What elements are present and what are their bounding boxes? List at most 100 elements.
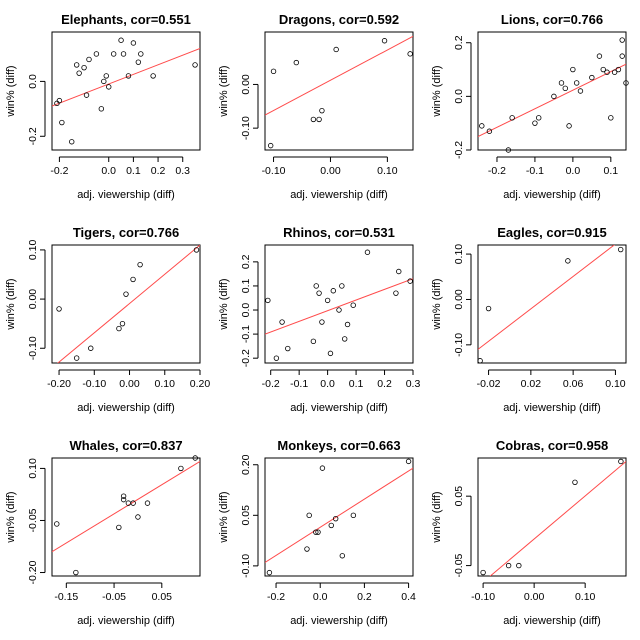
plot-frame [51,457,201,577]
data-point [86,56,92,63]
y-tick-label: -0.05 [27,508,39,532]
data-point [619,37,625,43]
data-point [339,553,346,559]
chart-title: Tigers, cor=0.766 [73,225,179,240]
plot-frame [264,31,414,151]
y-tick-label: -0.1 [240,325,252,343]
data-point [313,283,319,289]
scatter-chart: Cobras, cor=0.958 -0.10 0.00 0.10 -0.05 0.05 a… [431,438,627,627]
x-tick-label: -0.2 [267,591,285,603]
data-point [106,84,112,90]
plot-frame [477,244,627,364]
data-point [93,51,100,57]
data-point [120,493,127,499]
fit-line [478,63,626,138]
scatter-chart: Monkeys, cor=0.663 -0.2 0.0 0.2 0.4 -0.10 0.05… [218,438,416,627]
data-point [54,521,60,527]
data-point [56,306,62,312]
data-point [103,73,109,79]
data-point [59,119,65,126]
x-tick-label: 0.0 [313,591,328,603]
data-point [570,66,576,73]
data-point [596,53,603,59]
x-tick-label: 0.0 [101,165,116,177]
data-point [344,321,351,328]
scatter-chart: Tigers, cor=0.766 -0.20 -0.10 0.00 0.10 0.20 -… [5,225,210,414]
x-tick-label: 0.1 [604,165,619,177]
y-tick-label: -0.05 [453,553,465,577]
data-point [407,51,413,57]
y-axis-label: win% (diff) [5,278,17,330]
y-tick-label: 0.2 [240,254,252,269]
data-point [73,569,79,576]
data-point [341,336,348,342]
data-point [364,249,371,255]
data-point [577,88,584,94]
chart-title: Monkeys, cor=0.663 [277,438,400,453]
x-tick-label: 0.1 [349,378,364,390]
y-tick-label: 0.05 [240,505,252,526]
scatter-chart: Elephants, cor=0.551 -0.2 0.0 0.1 0.2 0.3 -0.2… [5,12,201,201]
data-point [536,115,542,121]
data-point [178,465,184,472]
data-point [336,307,342,313]
y-tick-label: 0.0 [240,303,252,318]
data-point [589,74,595,81]
data-point [618,246,624,253]
fit-line [489,461,626,576]
data-point [123,291,129,297]
x-tick-label: -0.10 [262,165,286,177]
data-point [266,569,273,576]
x-tick-label: 0.02 [521,378,542,390]
chart-title: Elephants, cor=0.551 [61,12,191,27]
data-point [192,62,198,68]
plot-frame [51,31,201,151]
x-axis-label: adj. viewership (diff) [290,615,388,627]
data-point [319,107,325,114]
x-tick-label: 0.10 [575,591,596,603]
data-point [330,288,337,294]
data-point [479,123,485,129]
data-point [505,562,512,569]
x-tick-label: -0.1 [526,165,544,177]
x-axis-label: adj. viewership (diff) [290,402,388,414]
data-point [130,500,136,506]
y-axis-label: win% (diff) [431,278,443,330]
data-point [573,80,580,86]
y-tick-label: 0.05 [453,486,465,507]
data-point [477,358,483,364]
scatter-chart: Whales, cor=0.837 -0.15 -0.05 0.05 -0.20 -0.0… [5,438,201,627]
x-tick-label: 0.0 [566,165,581,177]
y-tick-label: -0.20 [27,560,39,584]
y-axis-label: win% (diff) [218,278,230,330]
data-point [88,345,94,351]
x-tick-label: 0.10 [155,378,176,390]
data-point [313,529,319,535]
data-point [324,297,331,304]
y-tick-label: 0.20 [240,454,252,475]
chart-title: Eagles, cor=0.915 [497,225,607,240]
data-point [193,247,200,253]
x-tick-label: 0.05 [152,591,173,603]
data-point [310,116,317,123]
y-axis-label: win% (diff) [218,491,230,543]
x-tick-label: 0.10 [377,165,398,177]
plot-frame [264,244,414,364]
data-point [509,115,515,121]
data-point [110,51,117,57]
data-point [150,73,156,79]
plot-frame [477,31,627,151]
y-tick-label: 0.00 [27,289,39,310]
x-tick-label: -0.1 [290,378,308,390]
y-tick-label: -0.10 [240,554,252,578]
x-axis-label: adj. viewership (diff) [290,189,388,201]
data-point [316,116,322,123]
y-tick-label: -0.10 [453,333,465,357]
x-tick-label: -0.05 [102,591,126,603]
data-point [270,68,277,75]
data-point [505,147,512,153]
y-tick-label: -0.10 [27,336,39,360]
data-point [565,258,571,264]
x-tick-label: -0.2 [488,165,506,177]
x-tick-label: 0.2 [151,165,166,177]
